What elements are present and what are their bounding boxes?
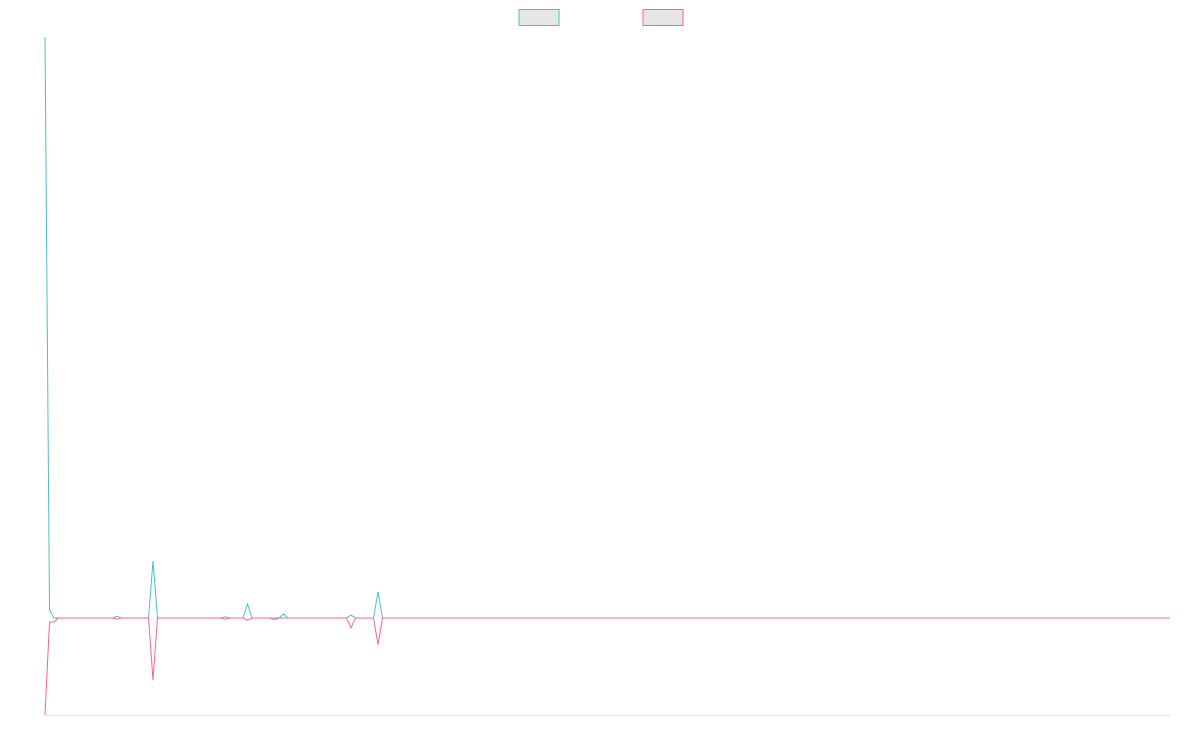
legend-swatch: [642, 9, 684, 26]
legend-swatch: [518, 9, 560, 26]
series-line: [44, 36, 1170, 619]
series-line: [44, 617, 1170, 716]
